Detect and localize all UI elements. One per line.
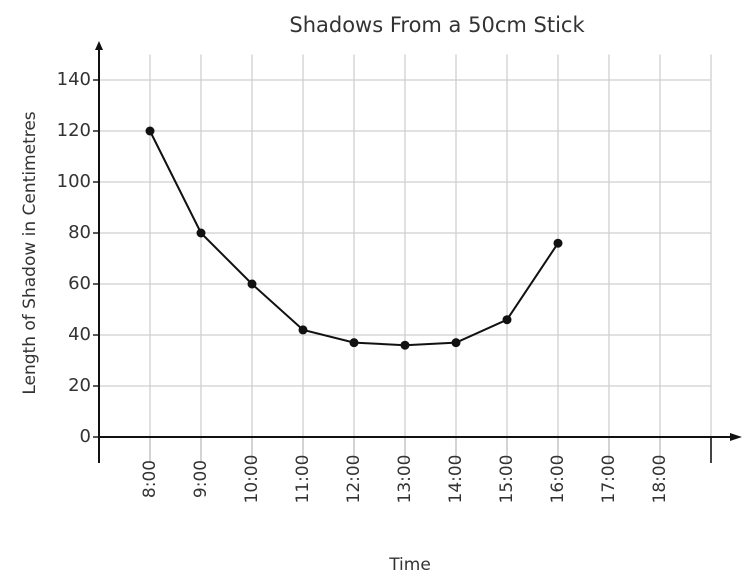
y-tick-label: 140 [57, 69, 91, 90]
x-tick-label: 15:00 [497, 455, 517, 504]
y-axis-label: Length of Shadow in Centimetres [20, 111, 40, 394]
point [451, 338, 461, 348]
x-tick-label: 9:00 [191, 460, 211, 498]
x-tick-label: 8:00 [140, 460, 160, 498]
point [400, 340, 410, 350]
point [349, 338, 359, 348]
x-axis-arrow [730, 433, 742, 441]
x-tick-label: 17:00 [599, 455, 619, 504]
y-tick-label: 60 [68, 273, 91, 294]
x-tick-label: 12:00 [344, 455, 364, 504]
y-tick-label: 0 [80, 426, 91, 447]
x-axis-label: Time [388, 555, 431, 575]
point [196, 228, 206, 238]
y-tick-label: 120 [57, 120, 91, 141]
x-tick-label: 14:00 [446, 455, 466, 504]
chart-title: Shadows From a 50cm Stick [289, 13, 585, 37]
point [502, 315, 512, 325]
point [553, 238, 563, 248]
point [145, 126, 155, 136]
x-tick-label: 16:00 [548, 455, 568, 504]
x-tick-label: 10:00 [242, 455, 262, 504]
y-tick-label: 40 [68, 324, 91, 345]
point [298, 325, 308, 335]
point [247, 279, 257, 289]
x-tick-label: 11:00 [293, 455, 313, 504]
x-tick-label: 13:00 [395, 455, 415, 504]
x-tick-label: 18:00 [650, 455, 670, 504]
y-tick-label: 100 [57, 171, 91, 192]
y-axis-arrow [95, 41, 103, 50]
y-tick-label: 80 [68, 222, 91, 243]
y-tick-label: 20 [68, 375, 91, 396]
